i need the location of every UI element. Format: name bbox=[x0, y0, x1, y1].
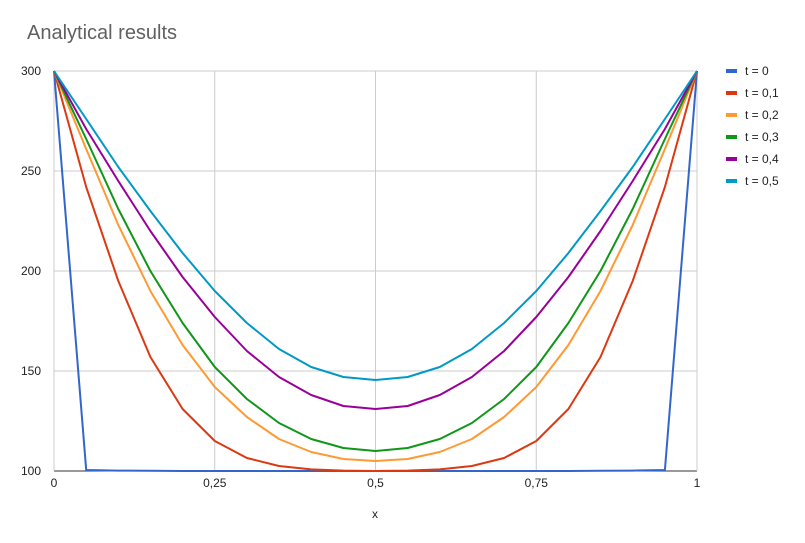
series-lines bbox=[53, 70, 698, 472]
y-tick-label: 200 bbox=[21, 264, 41, 278]
series-line-1 bbox=[53, 70, 698, 472]
x-tick-label: 0,5 bbox=[367, 476, 384, 490]
legend-swatch bbox=[726, 157, 737, 161]
x-tick-label: 1 bbox=[694, 476, 701, 490]
chart-title: Analytical results bbox=[27, 22, 178, 44]
series-line-4 bbox=[53, 70, 698, 410]
legend-swatch bbox=[726, 69, 737, 73]
y-tick-label: 100 bbox=[21, 464, 41, 478]
legend-swatch bbox=[726, 135, 737, 139]
x-tick-label: 0 bbox=[51, 476, 58, 490]
legend-label: t = 0,5 bbox=[745, 174, 779, 188]
legend-label: t = 0,3 bbox=[745, 130, 779, 144]
legend-label: t = 0,4 bbox=[745, 152, 779, 166]
legend-label: t = 0,2 bbox=[745, 108, 779, 122]
series-line-2 bbox=[53, 70, 698, 462]
legend: t = 0 t = 0,1 t = 0,2 t = 0,3 t = 0,4 t = 0,5 bbox=[726, 64, 779, 188]
series-line-5 bbox=[53, 70, 698, 381]
y-tick-label: 250 bbox=[21, 164, 41, 178]
legend-label: t = 0 bbox=[745, 64, 769, 78]
x-tick-label: 0,25 bbox=[203, 476, 227, 490]
series-line-3 bbox=[53, 70, 698, 452]
legend-swatch bbox=[726, 91, 737, 95]
axes: 100 150 200 250 300 0 0,25 0,5 0,75 1 bbox=[21, 64, 701, 490]
legend-label: t = 0,1 bbox=[745, 86, 779, 100]
y-tick-label: 300 bbox=[21, 64, 41, 78]
legend-swatch bbox=[726, 179, 737, 183]
y-tick-label: 150 bbox=[21, 364, 41, 378]
x-tick-label: 0,75 bbox=[525, 476, 549, 490]
x-axis-label: x bbox=[372, 507, 378, 521]
legend-swatch bbox=[726, 113, 737, 117]
